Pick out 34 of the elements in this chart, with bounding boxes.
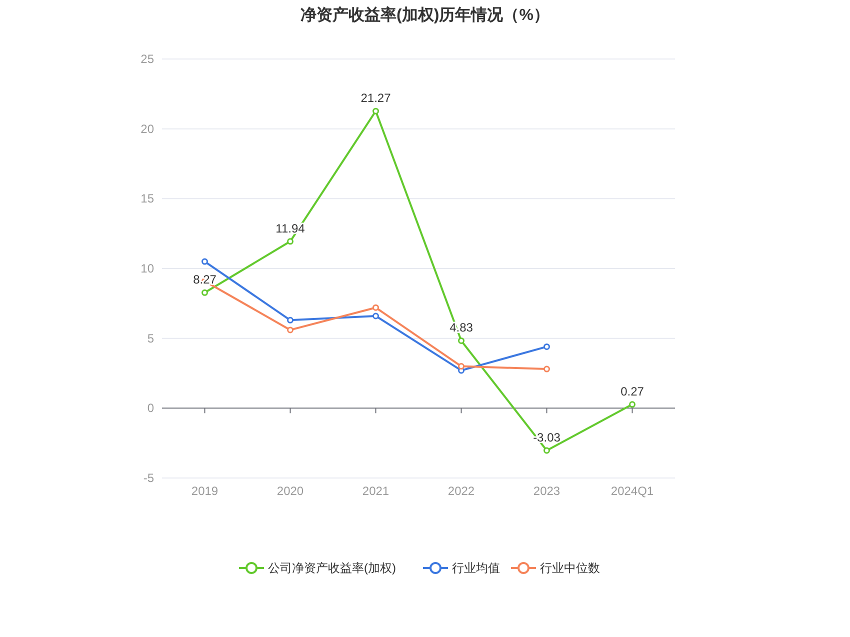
legend-label: 行业均值 xyxy=(452,561,500,575)
point xyxy=(372,304,379,311)
point xyxy=(287,326,294,334)
y-tick-label: 15 xyxy=(140,192,154,206)
x-tick-label: 2021 xyxy=(362,484,390,498)
data-label: 0.27 xyxy=(620,384,644,398)
y-tick-label: 25 xyxy=(140,52,154,66)
x-tick-label: 2024Q1 xyxy=(610,484,654,498)
point xyxy=(544,343,550,350)
data-label: 21.27 xyxy=(360,91,392,106)
legend-label: 行业中位数 xyxy=(540,561,600,575)
point xyxy=(287,238,294,245)
x-tick-label: 2019 xyxy=(191,484,218,498)
y-tick-label: 20 xyxy=(140,122,154,136)
y-tick-label: 5 xyxy=(147,331,154,346)
point xyxy=(372,312,379,320)
point xyxy=(372,108,379,114)
data-label: 8.27 xyxy=(193,272,217,287)
point xyxy=(202,289,208,296)
y-tick-label: 0 xyxy=(147,401,154,416)
point xyxy=(629,401,636,408)
x-tick-label: 2023 xyxy=(533,484,560,498)
point xyxy=(544,366,550,372)
chart-title: 净资产收益率(加权)历年情况（%） xyxy=(300,5,550,24)
x-tick-label: 2022 xyxy=(448,484,475,498)
legend-label: 公司净资产收益率(加权) xyxy=(268,561,396,575)
point xyxy=(458,363,464,370)
x-tick-label: 2020 xyxy=(276,484,304,498)
point xyxy=(287,316,294,324)
y-tick-label: -5 xyxy=(143,471,154,485)
point xyxy=(202,258,208,265)
point xyxy=(458,337,464,344)
point xyxy=(544,447,550,454)
y-tick-label: 10 xyxy=(140,262,154,276)
